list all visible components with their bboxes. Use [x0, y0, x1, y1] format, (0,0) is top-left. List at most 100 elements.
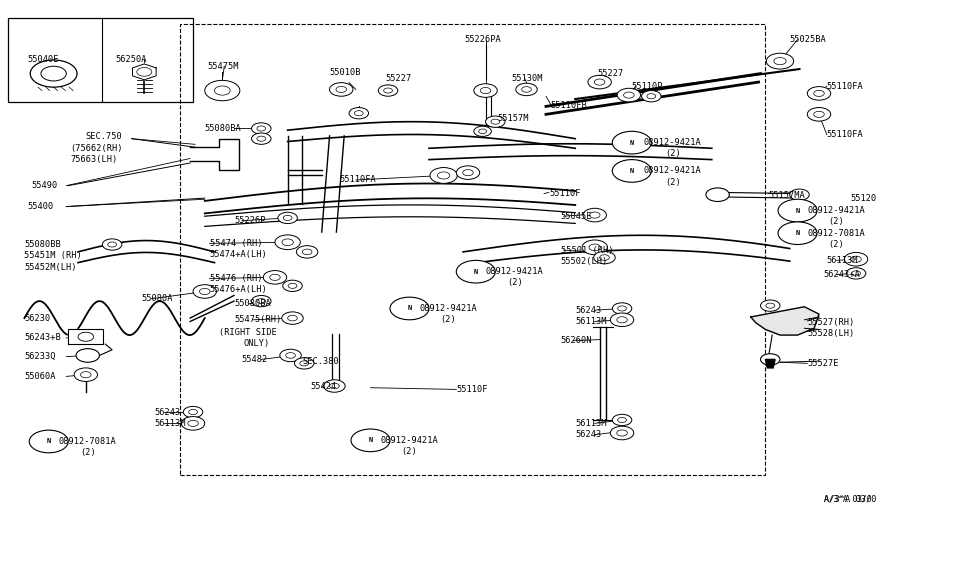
Text: 55080BA: 55080BA [205, 124, 242, 133]
Text: 08912-7081A: 08912-7081A [58, 437, 116, 446]
Circle shape [618, 306, 626, 311]
Circle shape [257, 136, 265, 142]
Text: 56113M: 56113M [575, 419, 606, 428]
Circle shape [778, 222, 817, 245]
Text: A/3^A 03/0: A/3^A 03/0 [824, 495, 872, 504]
Bar [180, 24, 765, 475]
Circle shape [252, 123, 271, 134]
Text: 08912-9421A: 08912-9421A [380, 436, 438, 445]
Circle shape [282, 239, 293, 246]
Text: (2): (2) [507, 278, 523, 288]
Text: 55110FA: 55110FA [827, 130, 864, 139]
Text: N: N [630, 168, 634, 174]
Circle shape [294, 358, 314, 369]
Text: 55227: 55227 [385, 74, 411, 83]
Text: 56243+A: 56243+A [824, 270, 861, 279]
Text: (2): (2) [829, 240, 844, 249]
Circle shape [618, 418, 626, 422]
Circle shape [846, 268, 866, 279]
Circle shape [774, 58, 786, 65]
Circle shape [270, 275, 280, 280]
Circle shape [283, 280, 302, 291]
Circle shape [378, 85, 398, 96]
Circle shape [610, 426, 634, 440]
Text: 08912-9421A: 08912-9421A [807, 206, 865, 215]
Text: 56250A: 56250A [115, 55, 146, 64]
Text: 56113M: 56113M [827, 256, 858, 265]
Text: 56243: 56243 [154, 408, 180, 417]
Circle shape [74, 368, 98, 381]
Circle shape [790, 189, 809, 200]
Text: 55527E: 55527E [807, 359, 838, 368]
Circle shape [612, 160, 651, 182]
Text: 55045E: 55045E [561, 212, 592, 221]
Text: 56233Q: 56233Q [24, 352, 56, 361]
Circle shape [642, 91, 661, 102]
Circle shape [76, 349, 99, 362]
Text: 08912-9421A: 08912-9421A [419, 304, 477, 313]
Circle shape [647, 93, 656, 99]
Circle shape [336, 87, 346, 92]
Circle shape [612, 131, 651, 154]
Circle shape [617, 430, 627, 436]
Circle shape [474, 84, 497, 97]
Circle shape [302, 249, 312, 255]
Circle shape [278, 212, 297, 224]
Text: 55528(LH): 55528(LH) [807, 329, 854, 338]
Circle shape [81, 372, 91, 378]
Text: 55476 (RH): 55476 (RH) [210, 274, 262, 283]
Circle shape [814, 112, 824, 117]
Circle shape [617, 317, 627, 323]
Text: 55424: 55424 [310, 381, 336, 391]
Text: (2): (2) [80, 448, 96, 457]
Circle shape [193, 285, 216, 298]
Text: 55120: 55120 [850, 194, 877, 203]
Circle shape [29, 430, 68, 453]
Circle shape [852, 271, 860, 276]
Text: 55110FA: 55110FA [827, 82, 864, 91]
Circle shape [807, 87, 831, 100]
Text: 55482: 55482 [242, 355, 268, 364]
Text: (RIGHT SIDE: (RIGHT SIDE [219, 328, 277, 337]
Text: N: N [47, 439, 51, 444]
Text: N: N [796, 230, 799, 236]
Text: 55451M (RH): 55451M (RH) [24, 251, 82, 260]
Text: (2): (2) [402, 447, 417, 456]
Circle shape [522, 87, 531, 92]
Text: (2): (2) [441, 315, 456, 324]
Circle shape [282, 312, 303, 324]
Circle shape [286, 353, 295, 358]
Circle shape [30, 60, 77, 87]
Circle shape [280, 349, 301, 362]
Circle shape [384, 88, 392, 93]
Circle shape [257, 298, 265, 303]
Circle shape [583, 208, 606, 222]
Text: ONLY): ONLY) [244, 339, 270, 348]
Circle shape [330, 83, 353, 96]
Text: 55475M: 55475M [208, 62, 239, 71]
Text: 55110FA: 55110FA [339, 175, 376, 185]
Text: 56113M: 56113M [154, 419, 185, 428]
Text: N: N [796, 208, 799, 213]
Circle shape [288, 315, 297, 321]
Circle shape [588, 75, 611, 89]
Text: 55080BB: 55080BB [24, 240, 61, 249]
Circle shape [844, 252, 868, 266]
Circle shape [200, 289, 210, 294]
Text: (2): (2) [665, 149, 681, 158]
Circle shape [595, 79, 604, 85]
Text: 55527(RH): 55527(RH) [807, 318, 854, 327]
Circle shape [351, 429, 390, 452]
Circle shape [390, 297, 429, 320]
Circle shape [807, 108, 831, 121]
Circle shape [463, 170, 473, 175]
Circle shape [283, 216, 292, 221]
Text: SEC.380: SEC.380 [302, 357, 339, 366]
Circle shape [612, 303, 632, 314]
Circle shape [136, 67, 152, 76]
Text: 55226P: 55226P [234, 216, 265, 225]
Text: 55110F: 55110F [549, 189, 580, 198]
Text: N: N [630, 140, 634, 145]
Circle shape [486, 116, 505, 127]
Circle shape [600, 255, 609, 260]
